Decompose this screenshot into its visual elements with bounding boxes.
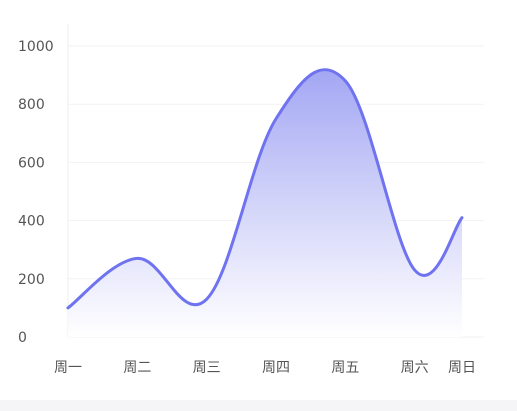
x-axis-ticks: 周一 周二 周三 周四 周五 周六 周日 [54, 360, 476, 376]
y-axis-ticks: 0 200 400 600 800 1000 [18, 39, 54, 346]
x-tick-label: 周六 [401, 360, 429, 376]
footer-strip [0, 400, 517, 411]
x-tick-label: 周四 [262, 360, 290, 376]
y-tick-label: 800 [18, 97, 45, 113]
x-tick-label: 周日 [448, 360, 476, 376]
x-tick-label: 周五 [331, 360, 359, 376]
y-tick-label: 0 [18, 330, 27, 346]
y-tick-label: 400 [18, 214, 45, 230]
y-tick-label: 200 [18, 272, 45, 288]
area-chart: 0 200 400 600 800 1000 周一 周二 周三 周四 周五 周六 周日 [18, 24, 484, 376]
x-tick-label: 周二 [123, 360, 151, 376]
y-tick-label: 600 [18, 155, 45, 171]
y-tick-label: 1000 [18, 39, 54, 55]
series-area-fill [68, 69, 462, 337]
x-tick-label: 周三 [193, 360, 221, 376]
series-area [66, 68, 464, 337]
x-tick-label: 周一 [54, 360, 82, 376]
